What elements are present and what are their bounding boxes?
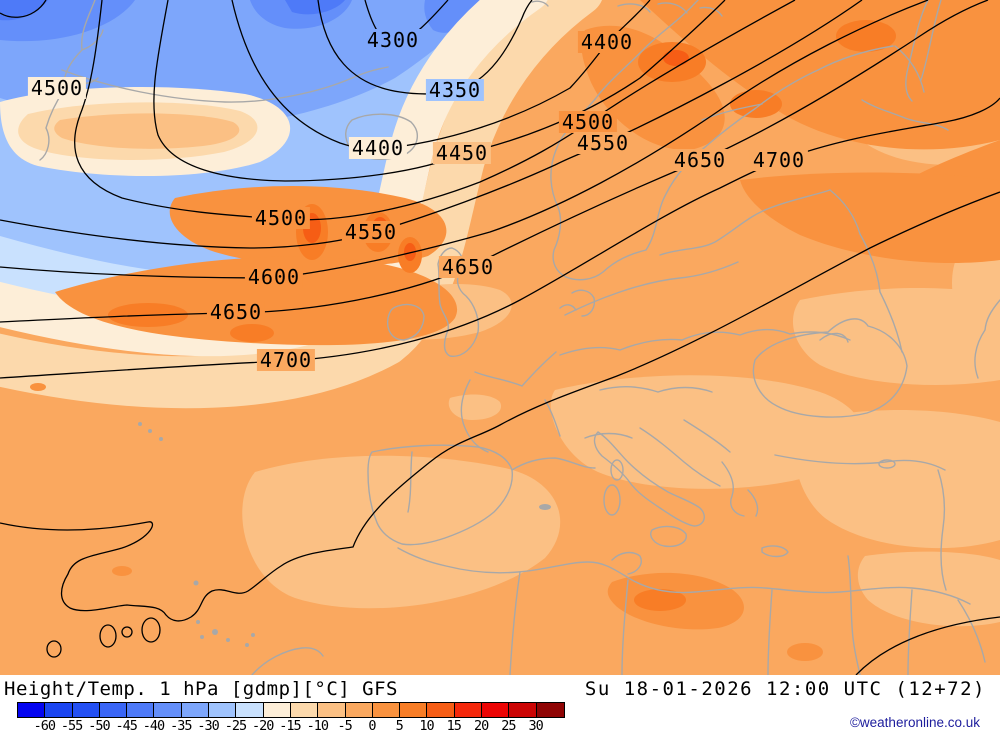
colorbar-cell xyxy=(372,703,401,717)
coastline-britain xyxy=(437,247,480,357)
colorbar-cell xyxy=(18,703,46,717)
coastline-cyprus xyxy=(878,459,896,469)
coastline-spain-france xyxy=(511,457,596,471)
river-nile xyxy=(847,555,861,675)
colorbar-tick: -40 xyxy=(142,718,165,734)
colorbar-cell xyxy=(509,703,537,717)
coastline-iberia xyxy=(367,444,513,546)
coastline-tunisia xyxy=(611,551,642,575)
contour-loop xyxy=(46,640,62,658)
map-graphic xyxy=(0,0,1000,675)
colorbar-cell xyxy=(536,703,564,717)
colorbar-cell xyxy=(209,703,237,717)
colorbar-tick: 20 xyxy=(473,718,489,734)
colorbar-cell xyxy=(263,703,291,717)
colorbar-tick: 25 xyxy=(501,718,516,734)
coastline-black-sea xyxy=(752,318,908,418)
colorbar-cell xyxy=(290,703,319,717)
contour-4700 xyxy=(0,97,1000,379)
contour-4750 xyxy=(0,191,1000,622)
contour-4800 xyxy=(855,616,1000,675)
colorbar-tick: -10 xyxy=(306,718,329,734)
borders-africa xyxy=(509,571,913,675)
coastline-greenland-se xyxy=(61,66,389,103)
colorbar-tick: -15 xyxy=(279,718,301,734)
colorbar-cell xyxy=(482,703,510,717)
colorbar-cell xyxy=(345,703,373,717)
coastline-norway xyxy=(550,0,699,278)
colorbar-tick: -30 xyxy=(197,718,219,734)
coastline-north-africa xyxy=(397,547,971,605)
coastline-west-sahara xyxy=(251,647,324,675)
colorbar-tick: -20 xyxy=(251,718,274,734)
borders-eastern-europe xyxy=(789,45,1000,379)
coastline-italy xyxy=(593,431,705,527)
coastline-greece xyxy=(721,461,789,558)
contour-loop xyxy=(141,617,161,643)
map-datetime: Su 18-01-2026 12:00 UTC (12+72) xyxy=(584,678,986,700)
coastline-sardinia xyxy=(603,484,621,516)
coastline-novaya-zemlya xyxy=(861,0,949,131)
coastline-baltic-south xyxy=(564,261,739,316)
coastline-corsica xyxy=(610,459,624,481)
contour-loop xyxy=(121,626,133,638)
coastlines-and-borders xyxy=(39,0,1000,675)
map-title: Height/Temp. 1 hPa [gdmp][°C] GFS xyxy=(4,678,398,700)
colorbar-tick: -55 xyxy=(60,718,83,734)
copyright-link[interactable]: ©weatheronline.co.uk xyxy=(849,715,980,730)
colorbar-cell xyxy=(72,703,100,717)
colorbar-cell xyxy=(154,703,182,717)
colorbar-cell xyxy=(236,703,264,717)
colorbar-cell xyxy=(454,703,483,717)
colorbar-tick: -35 xyxy=(170,718,192,734)
coastline-svalbard xyxy=(531,0,723,17)
colorbar-cell xyxy=(427,703,455,717)
contour-4550 xyxy=(0,0,863,249)
weather-map: 4300 4400 4500 4350 4500 4550 4400 4450 4650 4700… xyxy=(0,0,1000,675)
colorbar-tick: 30 xyxy=(528,718,544,734)
coastline-sicily xyxy=(650,525,687,548)
contour-loop xyxy=(99,624,117,648)
contour-4500 xyxy=(74,0,796,221)
colorbar-cell xyxy=(318,703,346,717)
colorbar-tick: 5 xyxy=(395,718,404,734)
colorbar-tick: -25 xyxy=(224,718,247,734)
footer-bar: Height/Temp. 1 hPa [gdmp][°C] GFS Su 18-… xyxy=(0,675,1000,734)
colorbar-tick: 10 xyxy=(419,718,434,734)
colorbar-cell xyxy=(127,703,155,717)
coastline-adriatic xyxy=(639,419,731,487)
colorbar-cell xyxy=(99,703,128,717)
contour-4450 xyxy=(153,0,726,182)
temperature-colorbar xyxy=(17,702,565,718)
coastline-ireland xyxy=(386,303,425,341)
colorbar-tick: -60 xyxy=(33,718,56,734)
contour-4550-corner xyxy=(0,0,47,18)
colorbar-tick: 15 xyxy=(446,718,462,734)
colorbar-tick: 0 xyxy=(368,718,376,734)
colorbar-tick: -5 xyxy=(337,718,352,734)
colorbar-tick: -50 xyxy=(88,718,110,734)
colorbar-cell xyxy=(45,703,73,717)
coastline-levant xyxy=(937,469,986,663)
colorbar-cell xyxy=(181,703,210,717)
colorbar-tick: -45 xyxy=(115,718,137,734)
islands-atlantic xyxy=(138,422,551,647)
contour-4600 xyxy=(0,0,929,279)
coastline-denmark xyxy=(559,289,596,317)
contour-4650 xyxy=(0,0,989,323)
colorbar-cell xyxy=(400,703,428,717)
